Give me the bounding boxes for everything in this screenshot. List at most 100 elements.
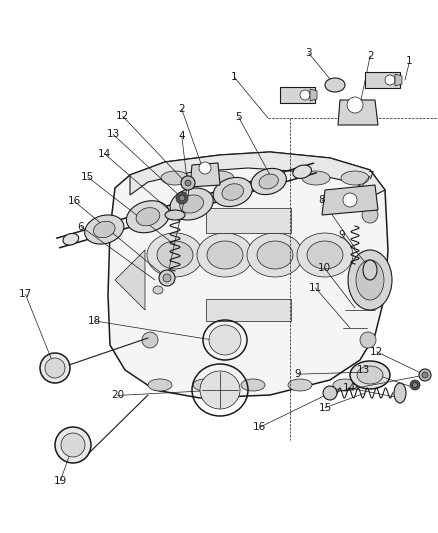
Ellipse shape (213, 177, 252, 207)
Text: 12: 12 (116, 111, 129, 121)
Ellipse shape (153, 286, 163, 294)
Ellipse shape (200, 371, 240, 409)
Ellipse shape (161, 171, 189, 185)
Text: 9: 9 (338, 230, 345, 239)
Text: 16: 16 (253, 423, 266, 432)
Ellipse shape (176, 192, 188, 204)
Ellipse shape (61, 433, 85, 457)
Text: 1: 1 (231, 72, 238, 82)
Ellipse shape (307, 241, 343, 269)
Ellipse shape (362, 207, 378, 223)
Polygon shape (115, 250, 145, 310)
Ellipse shape (341, 171, 369, 185)
Polygon shape (280, 87, 315, 103)
Ellipse shape (40, 353, 70, 383)
Text: 16: 16 (68, 197, 81, 206)
Ellipse shape (300, 90, 310, 100)
Text: 15: 15 (81, 172, 94, 182)
Ellipse shape (257, 241, 293, 269)
Ellipse shape (55, 427, 91, 463)
Ellipse shape (207, 241, 243, 269)
Ellipse shape (140, 207, 156, 223)
Bar (205, 207, 290, 232)
Ellipse shape (422, 372, 428, 378)
Polygon shape (190, 163, 220, 187)
Ellipse shape (136, 208, 160, 226)
Ellipse shape (222, 184, 244, 200)
Polygon shape (338, 100, 378, 125)
Ellipse shape (350, 361, 390, 389)
Ellipse shape (45, 358, 65, 378)
Ellipse shape (251, 168, 286, 195)
Ellipse shape (394, 383, 406, 403)
Text: 1: 1 (406, 56, 413, 66)
Ellipse shape (63, 233, 79, 245)
Text: 20: 20 (111, 391, 124, 400)
Text: 13: 13 (106, 130, 120, 139)
Ellipse shape (85, 215, 124, 244)
Text: 11: 11 (309, 283, 322, 293)
Polygon shape (395, 74, 402, 86)
Ellipse shape (247, 233, 303, 277)
Text: 2: 2 (367, 51, 374, 61)
Text: 14: 14 (343, 383, 356, 393)
Text: 19: 19 (54, 476, 67, 486)
Ellipse shape (163, 274, 171, 282)
Ellipse shape (297, 233, 353, 277)
Ellipse shape (356, 260, 384, 300)
Ellipse shape (157, 241, 193, 269)
Ellipse shape (209, 325, 241, 355)
Ellipse shape (165, 210, 185, 220)
Ellipse shape (93, 221, 115, 238)
Polygon shape (310, 89, 317, 101)
Ellipse shape (185, 180, 191, 186)
Polygon shape (365, 72, 400, 88)
Ellipse shape (360, 332, 376, 348)
Ellipse shape (410, 380, 420, 390)
Ellipse shape (325, 78, 345, 92)
Ellipse shape (348, 250, 392, 310)
Text: 15: 15 (318, 403, 332, 413)
Ellipse shape (419, 369, 431, 381)
Text: 8: 8 (318, 195, 325, 205)
Ellipse shape (347, 97, 363, 113)
Ellipse shape (241, 379, 265, 391)
Ellipse shape (343, 193, 357, 207)
Ellipse shape (293, 165, 311, 179)
Ellipse shape (179, 195, 185, 201)
Ellipse shape (333, 379, 357, 391)
Ellipse shape (147, 233, 203, 277)
Polygon shape (322, 185, 378, 215)
Ellipse shape (206, 171, 234, 185)
Ellipse shape (288, 379, 312, 391)
Text: 13: 13 (357, 366, 370, 375)
Ellipse shape (413, 383, 417, 387)
Ellipse shape (181, 176, 195, 190)
Ellipse shape (323, 386, 337, 400)
Text: 7: 7 (367, 171, 374, 181)
Text: 18: 18 (88, 316, 101, 326)
Text: 4: 4 (178, 131, 185, 141)
Ellipse shape (170, 188, 213, 220)
Ellipse shape (193, 379, 217, 391)
Polygon shape (130, 152, 385, 195)
Text: 10: 10 (318, 263, 331, 272)
Ellipse shape (159, 270, 175, 286)
Ellipse shape (199, 162, 211, 174)
Bar (205, 299, 290, 321)
Text: 5: 5 (235, 112, 242, 122)
Text: 9: 9 (294, 369, 301, 379)
Text: 2: 2 (178, 104, 185, 114)
Ellipse shape (259, 174, 279, 189)
Ellipse shape (254, 171, 282, 185)
Text: 6: 6 (78, 222, 85, 231)
Ellipse shape (302, 171, 330, 185)
Text: 12: 12 (370, 347, 383, 357)
Ellipse shape (197, 233, 253, 277)
Text: 17: 17 (19, 289, 32, 299)
Ellipse shape (385, 75, 395, 85)
Polygon shape (108, 152, 388, 398)
Text: 3: 3 (305, 49, 312, 58)
Text: 14: 14 (98, 149, 111, 158)
Ellipse shape (357, 366, 383, 384)
